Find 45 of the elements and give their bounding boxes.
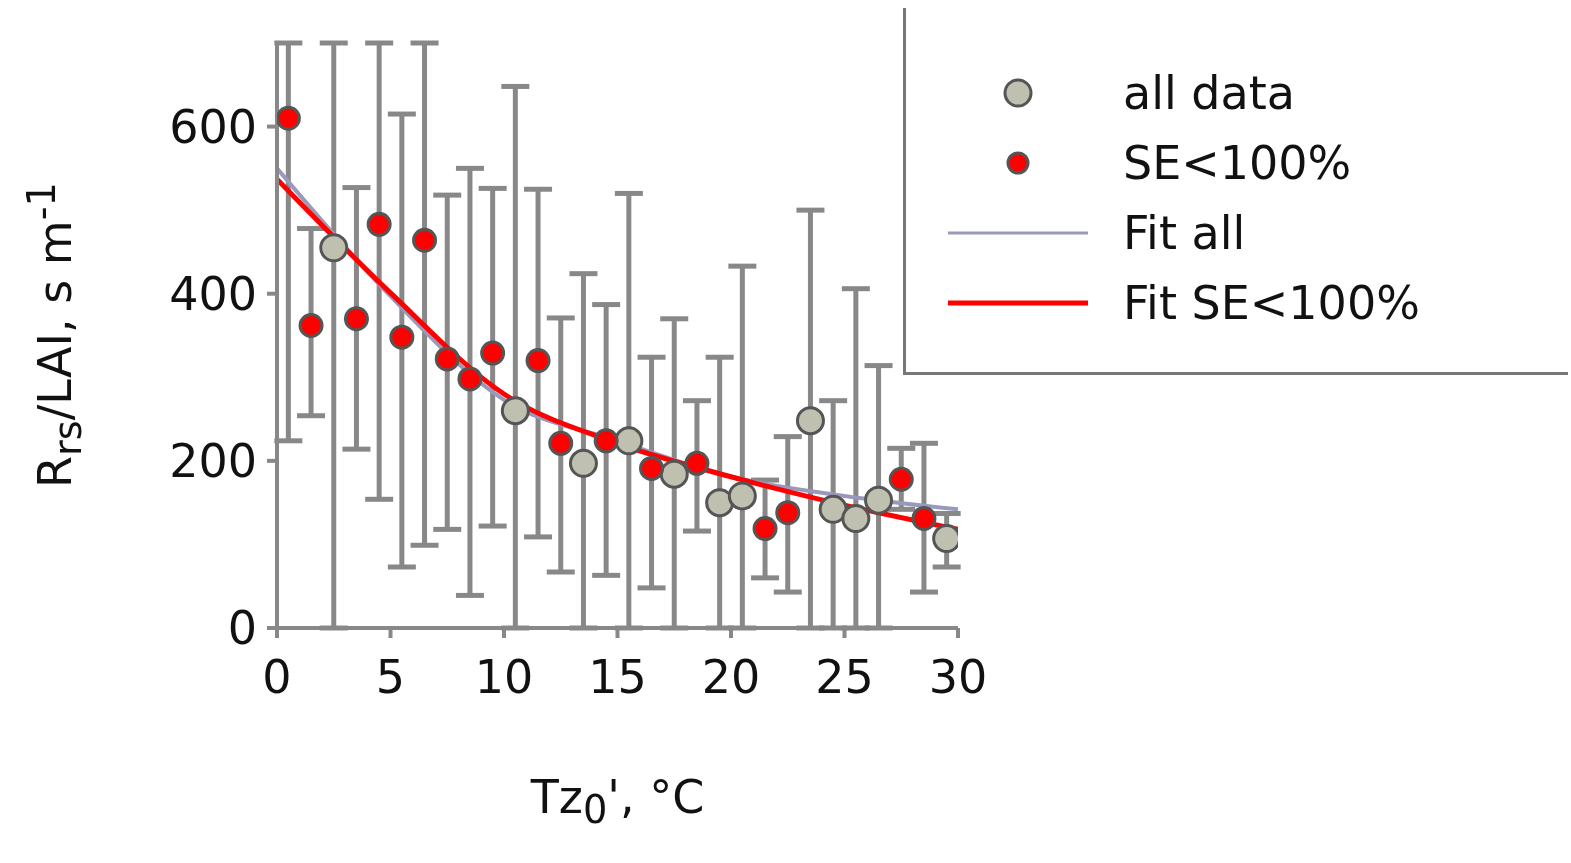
legend-label: Fit SE<100% — [1123, 276, 1420, 330]
x-tick-label: 15 — [588, 649, 647, 704]
point — [548, 430, 574, 456]
point — [525, 348, 551, 374]
point — [614, 426, 644, 456]
point — [457, 366, 483, 392]
point — [319, 233, 349, 263]
point — [775, 500, 801, 526]
point — [727, 481, 757, 511]
x-axis-title: Tz$_{0}$', °C — [530, 770, 705, 833]
x-tick-label: 30 — [928, 649, 988, 704]
point — [818, 494, 848, 524]
point — [684, 450, 710, 476]
y-tick-label: 400 — [169, 267, 257, 322]
legend-label: Fit all — [1123, 206, 1246, 260]
point — [911, 506, 937, 532]
point — [500, 396, 530, 426]
point — [480, 340, 506, 366]
point — [841, 504, 871, 534]
point — [639, 455, 665, 481]
point — [705, 488, 735, 518]
x-tick-label: 0 — [262, 649, 292, 704]
point — [888, 466, 914, 492]
x-tick-label: 10 — [474, 649, 534, 704]
y-tick-label: 600 — [169, 99, 257, 154]
point — [343, 306, 369, 332]
point — [277, 105, 301, 131]
legend-label: SE<100% — [1123, 136, 1352, 190]
y-tick-label: 200 — [169, 434, 257, 489]
point — [593, 428, 619, 454]
point — [795, 406, 825, 436]
point — [568, 448, 598, 478]
point — [298, 312, 324, 338]
point — [752, 516, 778, 542]
point — [864, 485, 894, 515]
x-tick-label: 25 — [815, 649, 874, 704]
point — [389, 324, 415, 350]
x-tick-label: 20 — [701, 649, 761, 704]
point — [366, 211, 392, 237]
point — [434, 346, 460, 372]
x-tick-label: 5 — [375, 649, 406, 704]
legend-label: all data — [1123, 66, 1295, 120]
point — [659, 459, 689, 489]
y-tick-label: 0 — [227, 601, 257, 656]
point — [412, 227, 438, 253]
